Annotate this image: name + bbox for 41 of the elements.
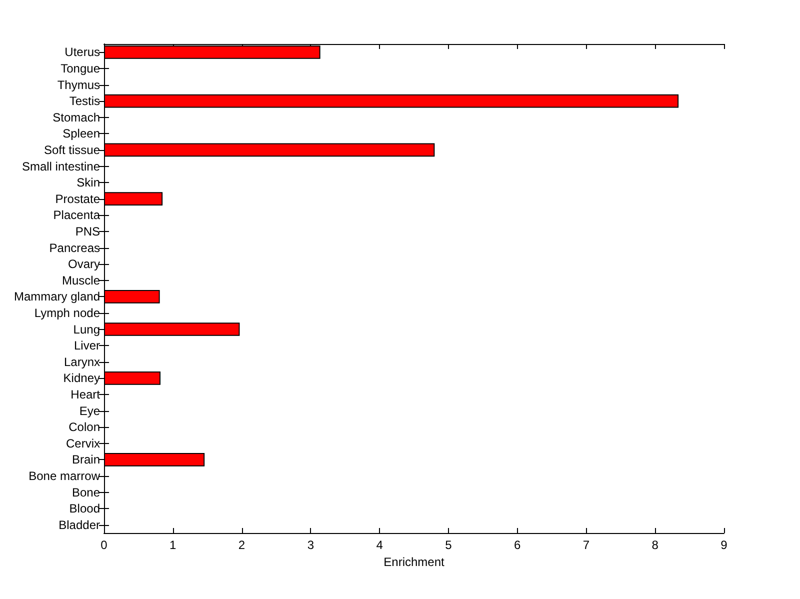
y-tick-label: Skin	[76, 176, 100, 190]
y-tick-label: Ovary	[68, 257, 100, 272]
y-tick-label: Eye	[79, 404, 100, 418]
x-axis-title: Enrichment	[384, 554, 446, 569]
y-tick-label: Small intestine	[22, 159, 100, 174]
y-tick-label: Brain	[72, 452, 100, 467]
y-tick-label: Tongue	[60, 61, 100, 76]
y-tick-label: Colon	[68, 420, 100, 434]
x-tick-label: 2	[238, 538, 246, 552]
y-tick-label: Thymus	[57, 78, 100, 92]
y-tick-label: Blood	[69, 502, 100, 516]
y-tick-label: Kidney	[63, 371, 100, 386]
y-tick-label: Lymph node	[34, 306, 100, 320]
x-tick-label: 9	[720, 538, 728, 552]
y-tick-label: Soft tissue	[44, 142, 100, 157]
x-tick-label: 5	[445, 538, 452, 552]
y-tick-label: PNS	[75, 224, 100, 238]
x-tick-label: 7	[582, 538, 590, 552]
y-tick-label: Uterus	[64, 45, 100, 60]
x-tick-label: 3	[307, 538, 314, 552]
x-tick-label: 0	[100, 538, 108, 552]
y-tick-label: Spleen	[62, 126, 100, 141]
x-tick-label: 6	[514, 538, 521, 552]
x-tick-label: 1	[170, 538, 177, 552]
y-tick-label: Bone	[72, 485, 100, 500]
x-tick-label: 4	[376, 538, 384, 552]
x-tick-label: 8	[652, 538, 659, 552]
y-tick-label: Bone marrow	[28, 468, 100, 483]
y-tick-label: Bladder	[58, 518, 100, 532]
y-tick-label: Heart	[70, 387, 101, 402]
y-tick-label: Lung	[73, 322, 100, 336]
y-tick-label: Pancreas	[49, 240, 100, 255]
y-tick-label: Stomach	[52, 110, 100, 124]
y-tick-label: Muscle	[62, 273, 100, 288]
y-tick-label: Testis	[69, 94, 100, 108]
y-tick-label: Liver	[74, 338, 100, 353]
y-tick-label: Prostate	[55, 192, 100, 206]
y-tick-label: Cervix	[66, 436, 100, 450]
y-tick-label: Mammary gland	[14, 290, 100, 304]
y-tick-label: Placenta	[53, 208, 100, 222]
y-tick-label: Larynx	[64, 354, 100, 369]
